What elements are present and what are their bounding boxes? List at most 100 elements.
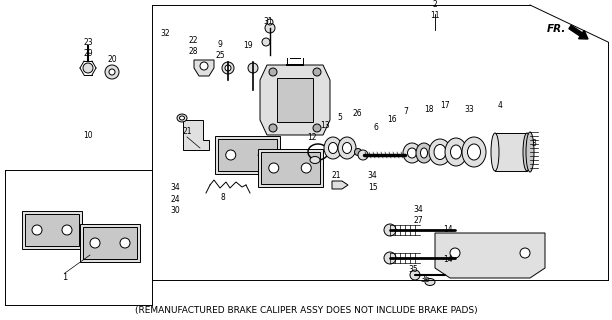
Text: 9
25: 9 25: [215, 40, 225, 60]
Circle shape: [200, 62, 208, 70]
Circle shape: [313, 124, 321, 132]
Circle shape: [269, 68, 277, 76]
Ellipse shape: [408, 148, 417, 158]
Text: 18: 18: [424, 106, 434, 115]
Ellipse shape: [523, 133, 531, 171]
Ellipse shape: [403, 143, 421, 163]
Ellipse shape: [450, 145, 461, 159]
Circle shape: [384, 224, 396, 236]
Polygon shape: [260, 65, 330, 135]
Circle shape: [83, 63, 93, 73]
Text: 31: 31: [263, 18, 273, 27]
Circle shape: [267, 19, 273, 25]
Circle shape: [258, 150, 268, 160]
Circle shape: [225, 65, 231, 71]
Text: 3: 3: [532, 140, 537, 148]
Text: 33: 33: [464, 105, 474, 114]
Text: 36: 36: [420, 276, 430, 284]
Text: 21: 21: [182, 127, 192, 137]
Polygon shape: [25, 214, 79, 246]
Circle shape: [262, 38, 270, 46]
Circle shape: [226, 150, 236, 160]
Polygon shape: [183, 120, 209, 150]
Polygon shape: [194, 60, 214, 76]
Polygon shape: [214, 136, 280, 174]
Ellipse shape: [420, 148, 428, 158]
Text: 1: 1: [62, 274, 67, 283]
Text: 14: 14: [443, 255, 453, 265]
Text: 12: 12: [307, 132, 317, 141]
Text: 4: 4: [498, 101, 502, 110]
Circle shape: [450, 248, 460, 258]
Ellipse shape: [329, 142, 337, 154]
Ellipse shape: [358, 150, 368, 160]
Circle shape: [248, 63, 258, 73]
Circle shape: [269, 124, 277, 132]
Ellipse shape: [425, 278, 435, 285]
Text: (REMANUFACTURED BRAKE CALIPER ASSY DOES NOT INCLUDE BRAKE PADS): (REMANUFACTURED BRAKE CALIPER ASSY DOES …: [135, 307, 477, 316]
Circle shape: [265, 23, 275, 33]
Circle shape: [222, 62, 234, 74]
Text: 20: 20: [107, 55, 117, 65]
Ellipse shape: [434, 145, 446, 159]
Circle shape: [301, 163, 312, 173]
Text: 34
27: 34 27: [413, 205, 423, 225]
Circle shape: [384, 252, 396, 264]
Text: 19: 19: [243, 42, 253, 51]
Polygon shape: [217, 139, 277, 171]
Text: 8: 8: [220, 194, 225, 203]
Text: 32: 32: [160, 28, 170, 37]
Text: 2
11: 2 11: [430, 0, 440, 20]
Text: 16: 16: [387, 116, 397, 124]
Ellipse shape: [179, 116, 184, 120]
Ellipse shape: [429, 139, 451, 165]
Circle shape: [62, 225, 72, 235]
Polygon shape: [258, 149, 323, 187]
Ellipse shape: [526, 132, 534, 172]
Polygon shape: [83, 227, 137, 259]
Text: 5: 5: [338, 113, 343, 122]
Circle shape: [32, 225, 42, 235]
Polygon shape: [435, 233, 545, 278]
Polygon shape: [22, 211, 82, 249]
Text: 17: 17: [440, 101, 450, 110]
Text: 14: 14: [443, 226, 453, 235]
Text: 24
30: 24 30: [170, 195, 180, 215]
Text: 6: 6: [373, 123, 378, 132]
Text: 23
29: 23 29: [83, 38, 93, 58]
Circle shape: [120, 238, 130, 248]
FancyArrow shape: [569, 25, 588, 39]
Text: 34: 34: [367, 171, 377, 180]
Polygon shape: [495, 133, 527, 171]
Circle shape: [90, 238, 100, 248]
Ellipse shape: [468, 144, 480, 160]
Text: 15: 15: [368, 183, 378, 193]
Ellipse shape: [491, 133, 499, 171]
Circle shape: [520, 248, 530, 258]
Text: 13: 13: [320, 121, 330, 130]
Ellipse shape: [354, 148, 362, 156]
Circle shape: [269, 163, 278, 173]
Polygon shape: [80, 224, 140, 262]
Circle shape: [105, 65, 119, 79]
Circle shape: [410, 270, 420, 280]
Ellipse shape: [343, 142, 351, 154]
Text: FR.: FR.: [547, 24, 566, 34]
Ellipse shape: [462, 137, 486, 167]
Text: 26: 26: [352, 108, 362, 117]
Polygon shape: [261, 152, 319, 184]
Ellipse shape: [338, 137, 356, 159]
Text: 22
28: 22 28: [188, 36, 198, 56]
Text: 7: 7: [403, 108, 408, 116]
Polygon shape: [332, 181, 348, 189]
Text: 10: 10: [83, 132, 93, 140]
Ellipse shape: [324, 137, 342, 159]
Text: 35: 35: [408, 266, 418, 275]
Circle shape: [109, 69, 115, 75]
Text: 21: 21: [331, 171, 341, 180]
Ellipse shape: [445, 138, 467, 166]
Polygon shape: [277, 78, 313, 122]
Ellipse shape: [177, 114, 187, 122]
Circle shape: [313, 68, 321, 76]
Ellipse shape: [310, 156, 320, 164]
